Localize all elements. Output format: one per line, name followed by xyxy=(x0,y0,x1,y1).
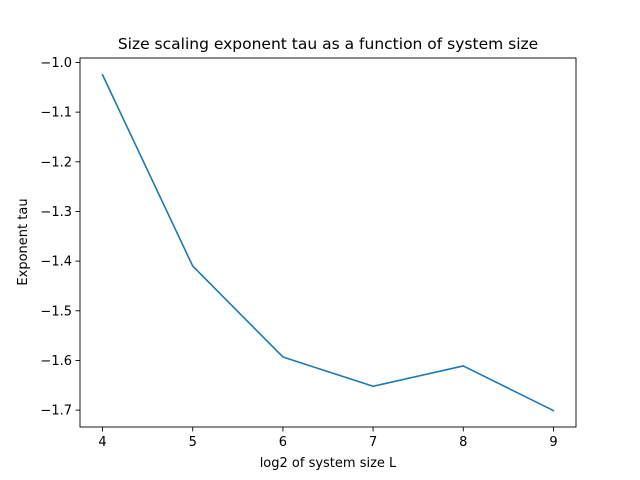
y-tick-label: −1.7 xyxy=(40,404,72,419)
x-axis-label: log2 of system size L xyxy=(260,456,397,471)
x-tick-label: 7 xyxy=(369,435,377,450)
y-tick-label: −1.0 xyxy=(40,56,72,71)
y-tick-label: −1.5 xyxy=(40,304,72,319)
y-tick-label: −1.2 xyxy=(40,155,72,170)
y-tick-label: −1.6 xyxy=(40,354,72,369)
y-tick-label: −1.4 xyxy=(40,255,72,270)
y-axis-label: Exponent tau xyxy=(16,198,31,285)
series-line xyxy=(101,73,555,412)
x-tick-label: 5 xyxy=(189,435,197,450)
y-tick-label: −1.1 xyxy=(40,106,72,121)
x-tick-label: 4 xyxy=(98,435,106,450)
x-tick-label: 8 xyxy=(459,435,467,450)
plot-area: 4 5 6 7 8 9 −1.0 −1.1 −1.2 −1.3 −1.4 −1.5 −1.6 −1.7 xyxy=(40,56,577,450)
x-tick-label: 6 xyxy=(279,435,287,450)
x-tick-label: 9 xyxy=(549,435,557,450)
y-tick-label: −1.3 xyxy=(40,205,72,220)
chart-title: Size scaling exponent tau as a function … xyxy=(118,35,538,53)
axes-frame xyxy=(79,57,577,428)
